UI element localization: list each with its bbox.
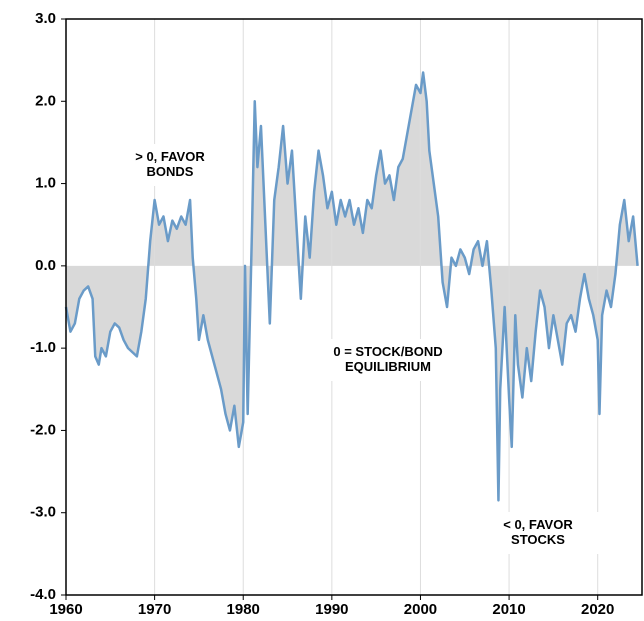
x-tick-label: 1970: [138, 601, 171, 618]
plot-frame: [65, 18, 643, 596]
y-tick-label: 2.0: [35, 92, 56, 109]
annotation: 0 = STOCK/BOND: [333, 344, 442, 359]
x-tick-label: 1960: [49, 601, 82, 618]
annotation-background: [100, 144, 240, 186]
annotation: EQUILIBRIUM: [345, 359, 431, 374]
y-tick-label: -1.0: [30, 339, 56, 356]
annotation: BONDS: [147, 164, 194, 179]
line: [64, 71, 639, 502]
annotation-background: [468, 512, 608, 554]
y-tick-label: -4.0: [30, 586, 56, 603]
x-tick-label: 2020: [581, 601, 614, 618]
area: [66, 72, 638, 501]
y-tick-label: -3.0: [30, 504, 56, 521]
x-tick-label: 2000: [404, 601, 437, 618]
annotation-background: [318, 339, 458, 381]
x-tick-label: 2010: [492, 601, 525, 618]
annotation: > 0, FAVOR: [135, 149, 205, 164]
y-tick-label: -2.0: [30, 421, 56, 438]
y-tick-label: 1.0: [35, 175, 56, 192]
y-tick-label: 3.0: [35, 10, 56, 27]
y-tick-label: 0.0: [35, 257, 56, 274]
x-tick-label: 1980: [227, 601, 260, 618]
annotation: < 0, FAVOR: [503, 517, 573, 532]
x-tick-label: 1990: [315, 601, 348, 618]
annotation: STOCKS: [511, 532, 565, 547]
